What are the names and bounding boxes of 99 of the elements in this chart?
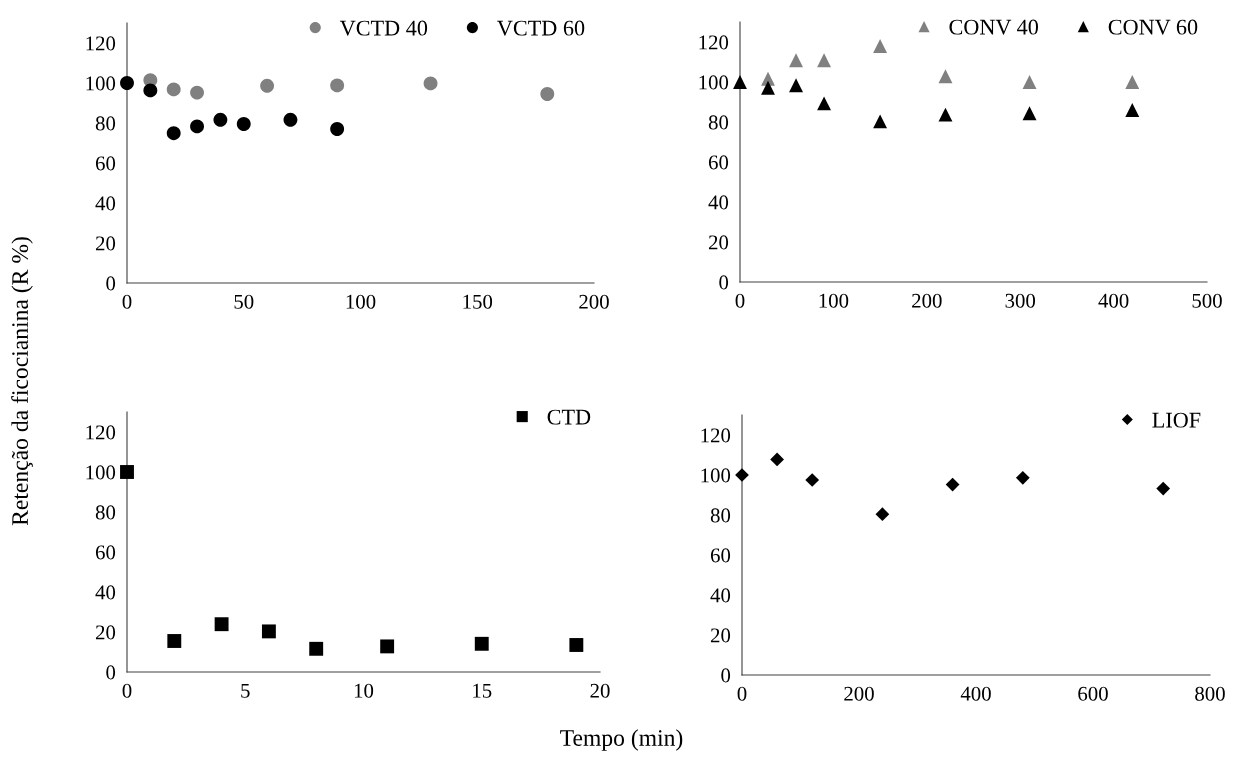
- y-tick-label: 80: [95, 505, 116, 520]
- y-tick-label: 100: [699, 75, 729, 90]
- y-tick-label: 20: [95, 236, 116, 251]
- legend-label: CTD: [547, 409, 591, 425]
- x-tick-label: 500: [1192, 293, 1222, 308]
- point: [761, 80, 775, 95]
- point: [166, 82, 181, 97]
- x-tick-label: 200: [912, 293, 942, 308]
- point: [805, 473, 820, 487]
- point: [120, 465, 134, 479]
- x-tick-label: 10: [354, 683, 374, 698]
- y-tick-label: 20: [708, 235, 729, 250]
- point: [143, 83, 158, 98]
- y-tick-label: 120: [86, 36, 116, 51]
- y-axis-title: Retenção da ficocianina (R %): [11, 237, 33, 526]
- point: [875, 507, 890, 522]
- point: [474, 636, 489, 651]
- x-tick-label: 400: [1098, 293, 1129, 308]
- point: [938, 107, 953, 122]
- y-tick-label: 60: [95, 156, 116, 171]
- point: [166, 126, 181, 141]
- y-tick-label: 100: [86, 465, 116, 480]
- y-tick-label: 40: [95, 196, 116, 211]
- point: [945, 477, 960, 492]
- point: [330, 78, 345, 93]
- point: [190, 85, 204, 100]
- y-tick-label: 0: [106, 665, 116, 680]
- point: [873, 39, 888, 53]
- y-tick-label: 80: [708, 115, 729, 130]
- point: [1022, 75, 1037, 89]
- legend-label: VCTD 40: [339, 20, 428, 36]
- y-tick-label: 0: [721, 668, 731, 683]
- point: [817, 96, 831, 111]
- point: [120, 76, 134, 90]
- point: [167, 634, 182, 648]
- y-tick-label: 120: [86, 425, 116, 440]
- x-tick-label: 15: [473, 683, 492, 698]
- y-tick-label: 0: [719, 275, 729, 290]
- x-tick-label: 150: [463, 294, 493, 309]
- x-tick-label: 0: [122, 294, 132, 309]
- x-tick-label: 100: [819, 293, 849, 308]
- point: [260, 78, 275, 93]
- point: [569, 638, 584, 652]
- x-tick-label: 600: [1078, 686, 1108, 701]
- x-tick-label: 200: [579, 294, 609, 309]
- point: [283, 112, 298, 127]
- point: [261, 624, 276, 639]
- point: [1015, 470, 1030, 485]
- x-tick-label: 800: [1195, 686, 1225, 701]
- y-tick-label: 100: [701, 468, 731, 483]
- legend-label: CONV 60: [1108, 19, 1198, 35]
- point: [1125, 103, 1140, 117]
- point: [770, 452, 784, 467]
- y-tick-label: 60: [708, 155, 729, 170]
- point: [236, 117, 251, 131]
- x-tick-label: 50: [234, 294, 254, 309]
- y-tick-label: 60: [710, 548, 731, 563]
- y-tick-label: 20: [95, 625, 116, 640]
- x-tick-label: 100: [346, 294, 376, 309]
- point: [1125, 75, 1140, 89]
- point: [380, 639, 395, 654]
- point: [938, 69, 953, 84]
- y-tick-label: 0: [106, 276, 116, 291]
- point: [817, 53, 831, 68]
- legend-label: VCTD 60: [497, 20, 585, 36]
- y-tick-label: 80: [710, 508, 731, 523]
- point: [190, 119, 204, 134]
- point: [540, 87, 555, 101]
- point: [873, 114, 888, 129]
- point: [214, 617, 229, 632]
- x-tick-label: 0: [737, 686, 747, 701]
- y-tick-label: 60: [95, 545, 116, 560]
- point: [789, 78, 803, 93]
- point: [330, 122, 345, 136]
- y-tick-label: 120: [699, 35, 729, 50]
- x-tick-label: 5: [241, 683, 250, 698]
- x-tick-label: 300: [1005, 293, 1036, 308]
- x-axis-title: Tempo (min): [560, 729, 683, 751]
- point: [1022, 106, 1037, 121]
- legend-label: CONV 40: [949, 19, 1039, 35]
- y-tick-label: 40: [95, 585, 116, 600]
- point: [309, 641, 324, 656]
- x-tick-label: 0: [122, 683, 132, 698]
- x-tick-label: 20: [590, 683, 610, 698]
- y-tick-label: 120: [701, 428, 731, 443]
- legend-label: LIOF: [1152, 412, 1201, 428]
- y-tick-label: 20: [710, 628, 731, 643]
- point: [213, 112, 228, 127]
- point: [789, 53, 803, 68]
- point: [1156, 481, 1171, 496]
- point: [733, 75, 747, 89]
- x-tick-label: 0: [735, 293, 745, 308]
- x-tick-label: 400: [960, 686, 991, 701]
- y-tick-label: 80: [95, 116, 116, 131]
- x-tick-label: 200: [844, 686, 874, 701]
- point: [423, 76, 438, 91]
- y-tick-label: 40: [710, 588, 731, 603]
- y-tick-label: 100: [86, 76, 116, 91]
- y-tick-label: 40: [708, 195, 729, 210]
